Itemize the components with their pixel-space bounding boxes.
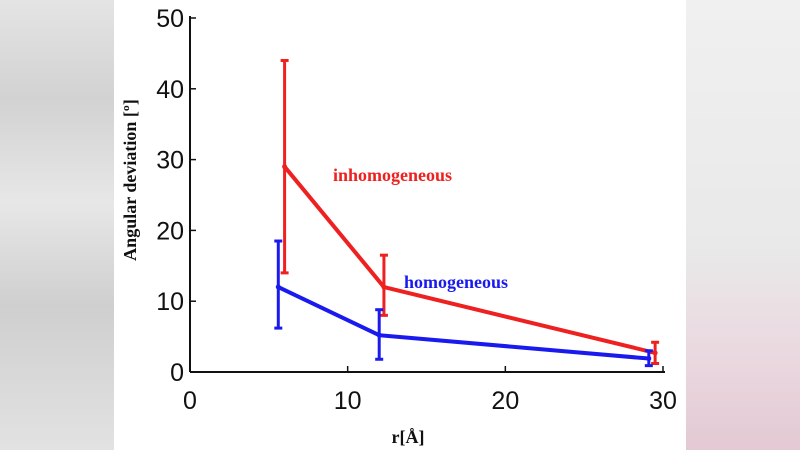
inhomogeneous-point bbox=[652, 350, 658, 356]
homogeneous-point bbox=[275, 284, 281, 290]
series-layer bbox=[274, 58, 660, 368]
right-blur-margin bbox=[686, 0, 800, 450]
x-tick-label: 30 bbox=[649, 387, 677, 415]
y-tick-label: 20 bbox=[156, 217, 184, 245]
inhomogeneous-point bbox=[282, 164, 288, 170]
axes: 0 10 20 30 40 50 0 10 20 30 bbox=[156, 5, 677, 415]
x-tick-label: 0 bbox=[183, 387, 197, 415]
y-axis-label: Angular deviation [º] bbox=[120, 99, 140, 261]
homogeneous-point bbox=[376, 332, 382, 338]
x-tick-label: 20 bbox=[491, 387, 519, 415]
homogeneous-line bbox=[277, 285, 649, 361]
inhomogeneous-label: inhomogeneous bbox=[333, 165, 452, 185]
y-tick-label: 30 bbox=[156, 147, 184, 175]
homogeneous-label: homogeneous bbox=[404, 272, 508, 292]
y-tick-label: 10 bbox=[156, 288, 184, 316]
homogeneous-point bbox=[646, 356, 652, 362]
inhomogeneous-point bbox=[381, 284, 387, 290]
y-tick-label: 40 bbox=[156, 76, 184, 104]
left-blur-margin bbox=[0, 0, 114, 450]
x-tick-label: 10 bbox=[334, 387, 362, 415]
y-tick-label: 0 bbox=[170, 359, 184, 387]
x-axis-label: r[Å] bbox=[392, 427, 425, 447]
inhomogeneous-line bbox=[283, 165, 656, 355]
figure-panel bbox=[114, 0, 686, 450]
y-tick-label: 50 bbox=[156, 5, 184, 33]
